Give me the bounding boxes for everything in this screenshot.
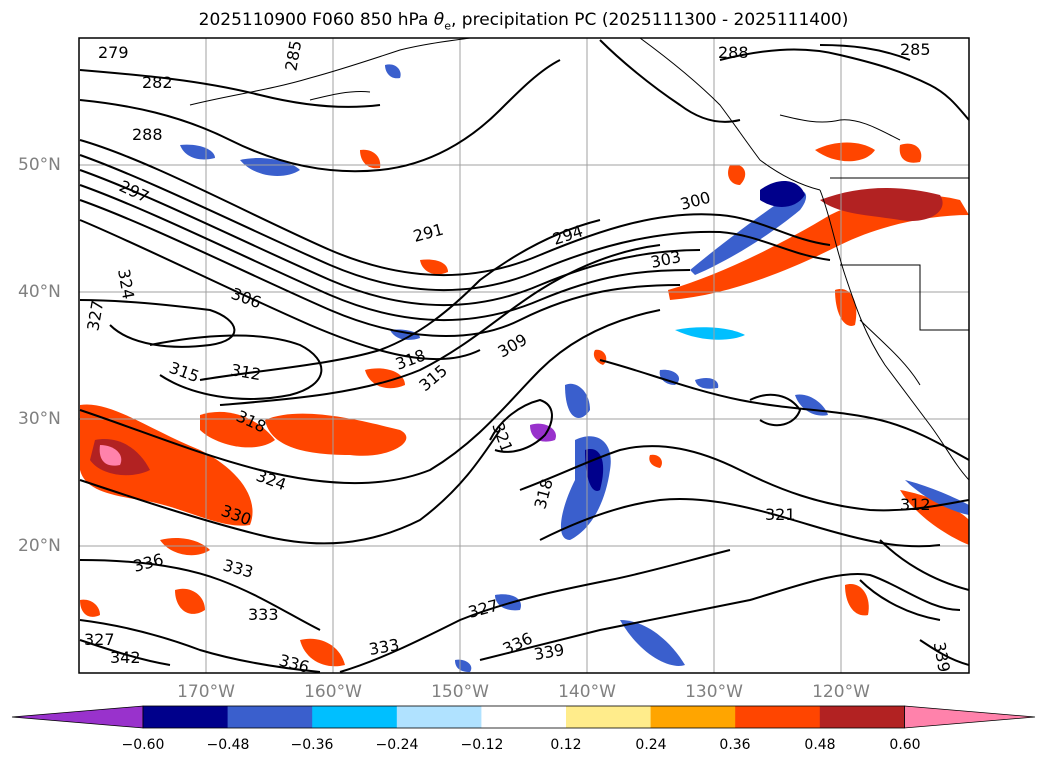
graticule <box>79 38 969 673</box>
contour-label: 288 <box>718 43 749 62</box>
colorbar-segment <box>735 706 821 728</box>
colorbar-border <box>142 705 905 729</box>
colorbar-tick: −0.12 <box>460 737 504 753</box>
colorbar-tick: −0.48 <box>206 737 250 753</box>
colorbar-segment <box>481 706 567 728</box>
colorbar-segment <box>143 706 229 728</box>
contour-label: 342 <box>110 648 141 667</box>
colorbar-segment <box>396 706 482 728</box>
lat-label-40n: 40°N <box>18 282 61 302</box>
contour-label: 282 <box>142 73 173 92</box>
colorbar-tick: 0.12 <box>550 737 582 753</box>
lon-label-120w: 120°W <box>812 682 870 702</box>
colorbar-tick: 0.36 <box>719 737 751 753</box>
colorbar-segment <box>819 706 905 728</box>
theta-e-contours <box>79 39 969 673</box>
contour-label: 321 <box>765 505 796 524</box>
colorbar-segment <box>312 706 398 728</box>
contour-label: 327 <box>84 630 115 649</box>
colorbar-segments <box>11 705 1036 729</box>
colorbar-extend-high <box>904 705 1036 729</box>
colorbar-segment <box>566 706 652 728</box>
colorbar-tick: 0.48 <box>804 737 836 753</box>
contour-label: 336 <box>277 651 311 677</box>
colorbar-segment <box>650 706 736 728</box>
lat-label-50n: 50°N <box>18 155 61 175</box>
colorbar-tick: −0.36 <box>290 737 334 753</box>
lat-label-20n: 20°N <box>18 536 61 556</box>
lon-label-140w: 140°W <box>558 682 616 702</box>
map-title: 2025110900 F060 850 hPa θe, precipitatio… <box>198 10 849 33</box>
colorbar-tick: 0.24 <box>635 737 667 753</box>
colorbar-tick: −0.60 <box>121 737 165 753</box>
colorbar-segment <box>227 706 313 728</box>
coastlines <box>189 38 969 481</box>
map-frame <box>78 37 970 674</box>
colorbar-tick: 0.60 <box>889 737 921 753</box>
lon-label-150w: 150°W <box>431 682 489 702</box>
precip-positive-areas <box>80 142 969 667</box>
lon-label-170w: 170°W <box>177 682 235 702</box>
contour-label: 288 <box>132 125 163 144</box>
lon-label-160w: 160°W <box>304 682 362 702</box>
colorbar-extend-low <box>11 705 144 729</box>
contour-label: 312 <box>900 495 931 514</box>
colorbar-tick: −0.24 <box>375 737 419 753</box>
precip-negative-areas <box>180 64 969 672</box>
contour-label: 285 <box>900 40 931 59</box>
contour-label: 333 <box>248 605 279 624</box>
lat-label-30n: 30°N <box>18 409 61 429</box>
contour-label: 279 <box>98 43 129 62</box>
lon-label-130w: 130°W <box>685 682 743 702</box>
